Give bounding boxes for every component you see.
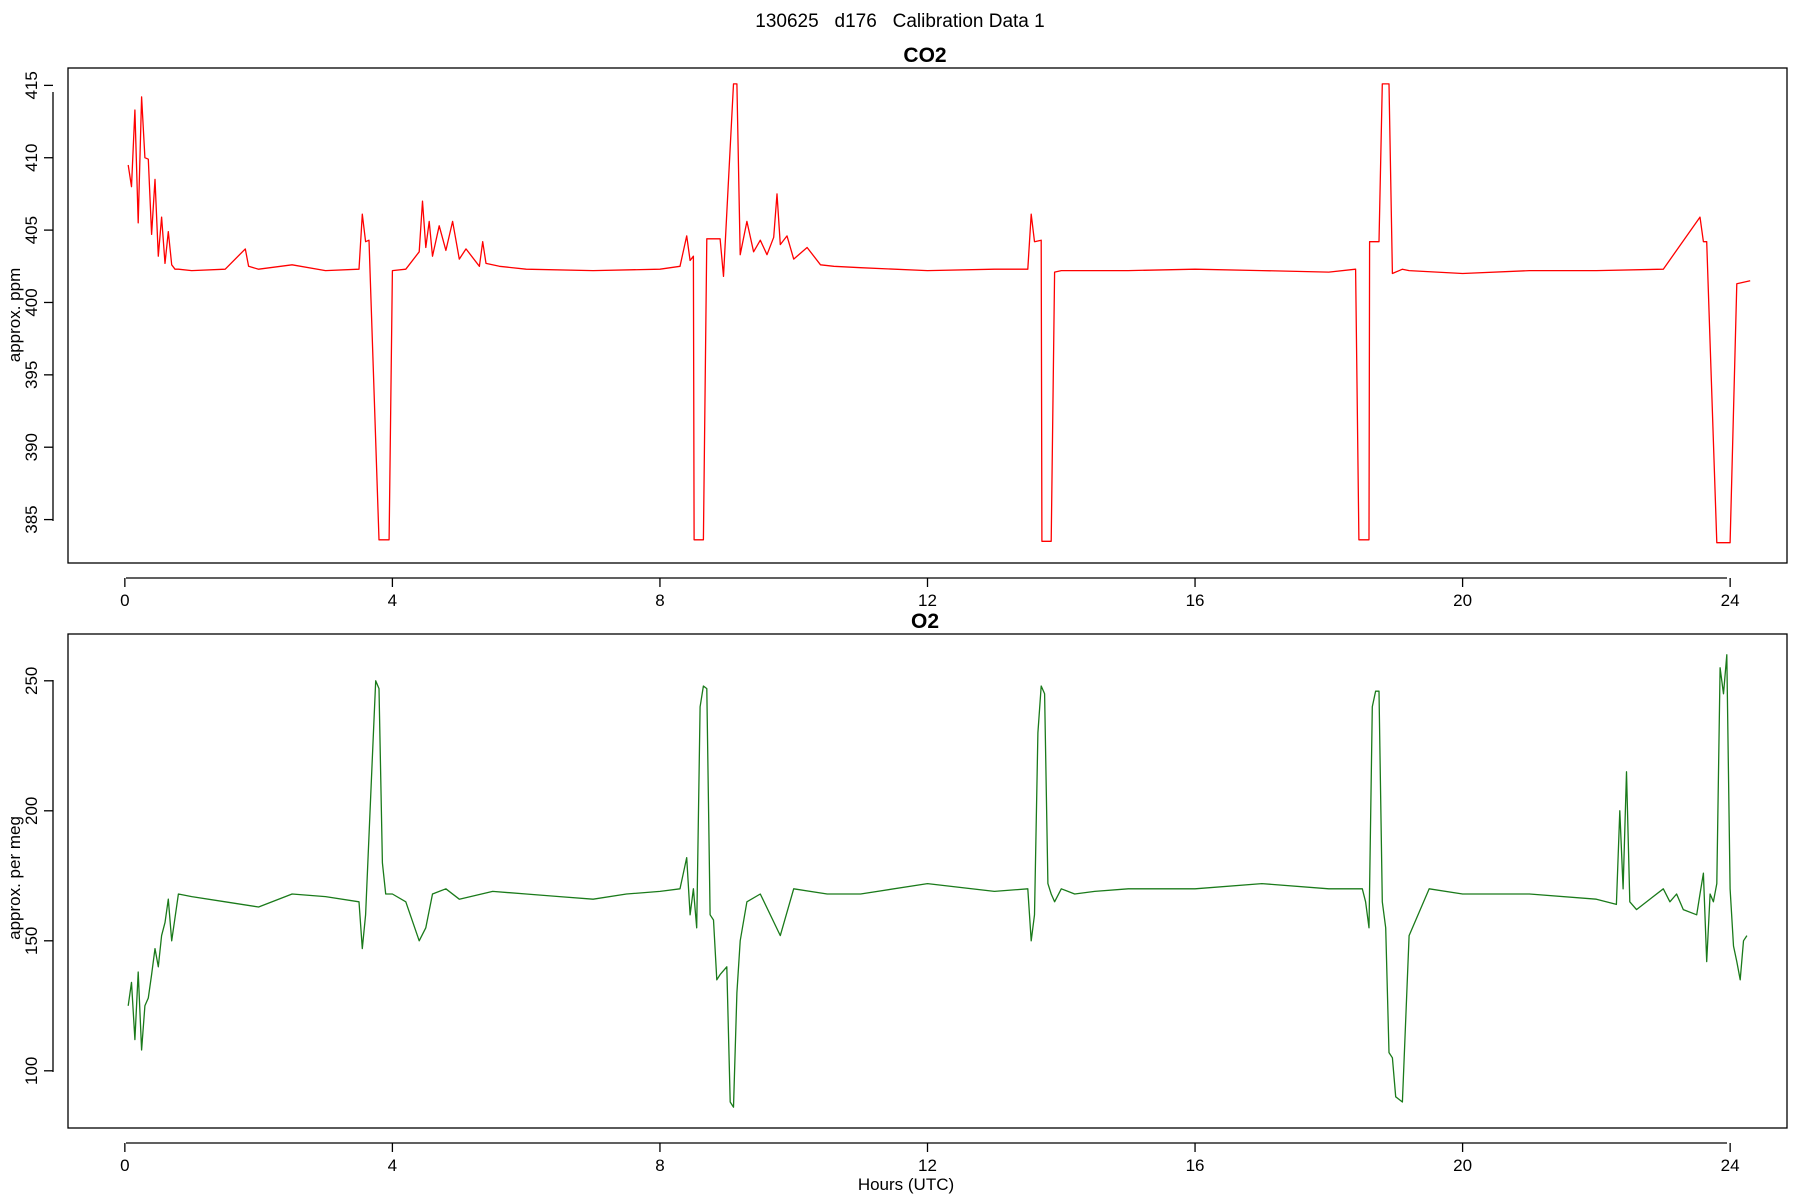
o2-plot-frame	[67, 633, 1788, 1129]
o2-x-tick-label: 12	[918, 1156, 937, 1175]
co2-y-tick-label: 390	[22, 433, 41, 461]
o2-x-tick-label: 0	[120, 1156, 129, 1175]
o2-x-tick-label: 8	[655, 1156, 664, 1175]
o2-x-tick-label: 20	[1453, 1156, 1472, 1175]
co2-x-tick-label: 0	[120, 591, 129, 610]
co2-x-ticks: 0 4 8 12 16 20 24	[120, 578, 1740, 610]
co2-x-tick-label: 20	[1453, 591, 1472, 610]
co2-x-tick-label: 4	[388, 591, 397, 610]
o2-y-tick-label: 100	[22, 1057, 41, 1085]
o2-x-tick-label: 4	[388, 1156, 397, 1175]
co2-y-tick-label: 415	[22, 71, 41, 99]
co2-x-tick-label: 12	[918, 591, 937, 610]
co2-y-ticks: 385 390 395 400 405 410 415	[22, 71, 53, 534]
co2-panel: CO2 0 4 8 12 16 20 24 385 390 395 400 405 410 415 ap…	[5, 44, 1788, 610]
co2-plot-frame	[67, 67, 1788, 564]
co2-y-axis-label: approx. ppm	[5, 268, 24, 363]
o2-y-tick-label: 150	[22, 927, 41, 955]
o2-title: O2	[911, 610, 939, 633]
co2-x-tick-label: 24	[1721, 591, 1740, 610]
co2-y-tick-label: 395	[22, 361, 41, 389]
o2-y-tick-label: 200	[22, 797, 41, 825]
o2-y-axis-label: approx. per meg	[5, 816, 24, 940]
co2-y-tick-label: 385	[22, 505, 41, 533]
o2-x-tick-label: 16	[1186, 1156, 1205, 1175]
co2-series-line	[127, 83, 1751, 544]
o2-panel: O2 0 4 8 12 16 20 24 100 150 200 250 approx. per …	[5, 610, 1788, 1194]
co2-x-tick-label: 16	[1186, 591, 1205, 610]
co2-title: CO2	[903, 44, 946, 67]
co2-x-tick-label: 8	[655, 591, 664, 610]
o2-y-ticks: 100 150 200 250	[22, 667, 53, 1085]
co2-y-tick-label: 405	[22, 216, 41, 244]
o2-y-tick-label: 250	[22, 667, 41, 695]
o2-x-ticks: 0 4 8 12 16 20 24	[120, 1143, 1740, 1175]
o2-series-line	[127, 654, 1748, 1108]
co2-y-tick-label: 400	[22, 288, 41, 316]
o2-x-axis-label: Hours (UTC)	[858, 1175, 954, 1194]
figure-suptitle: 130625 d176 Calibration Data 1	[755, 11, 1044, 32]
o2-x-tick-label: 24	[1721, 1156, 1740, 1175]
co2-y-tick-label: 410	[22, 144, 41, 172]
